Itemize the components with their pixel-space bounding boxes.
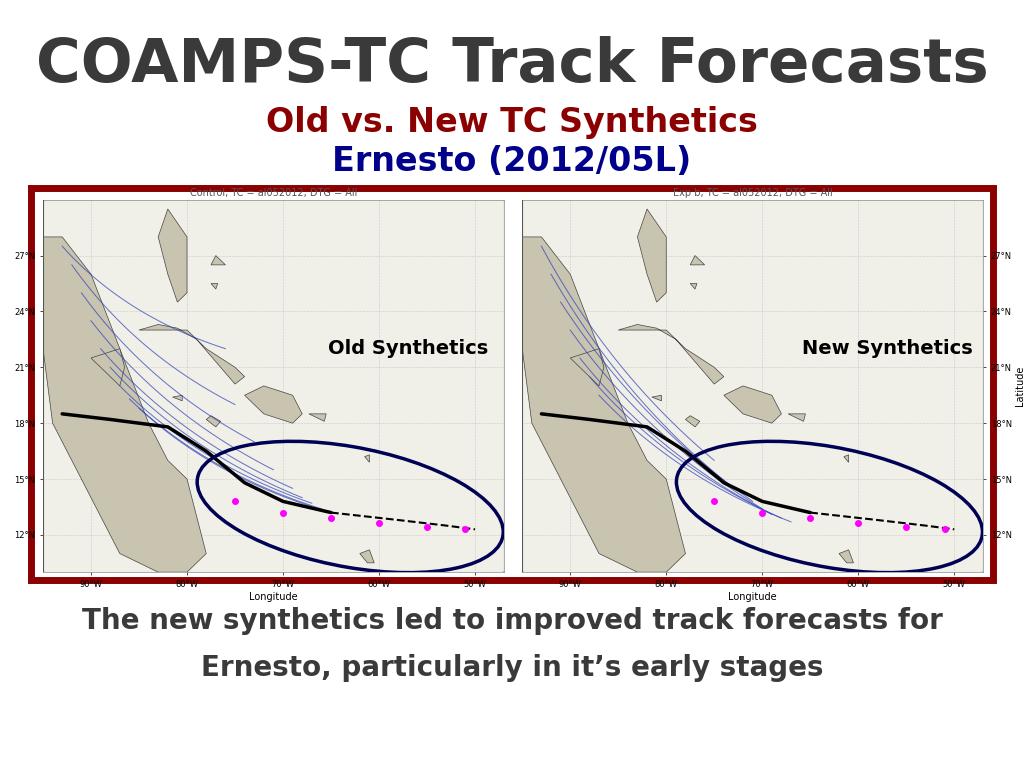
Y-axis label: Latitude: Latitude	[1015, 366, 1024, 406]
Text: Old Synthetics: Old Synthetics	[328, 339, 487, 358]
Polygon shape	[43, 237, 206, 572]
Polygon shape	[211, 256, 225, 265]
Polygon shape	[211, 283, 218, 289]
Title: Control, TC = al052012, DTG = All: Control, TC = al052012, DTG = All	[189, 187, 357, 197]
Polygon shape	[570, 349, 604, 386]
Title: Exp b, TC = al052012, DTG = All: Exp b, TC = al052012, DTG = All	[673, 187, 833, 197]
Polygon shape	[788, 414, 806, 422]
Polygon shape	[365, 455, 370, 462]
X-axis label: Longitude: Longitude	[249, 591, 298, 601]
Polygon shape	[690, 256, 705, 265]
Polygon shape	[690, 283, 697, 289]
Text: Old vs. New TC Synthetics: Old vs. New TC Synthetics	[266, 107, 758, 139]
Polygon shape	[522, 237, 685, 572]
FancyBboxPatch shape	[31, 188, 993, 580]
Polygon shape	[159, 209, 187, 302]
Polygon shape	[173, 396, 182, 401]
Polygon shape	[309, 414, 327, 422]
Polygon shape	[139, 324, 245, 384]
Text: The new synthetics led to improved track forecasts for: The new synthetics led to improved track…	[82, 607, 942, 634]
X-axis label: Longitude: Longitude	[728, 591, 777, 601]
Text: Ernesto (2012/05L): Ernesto (2012/05L)	[333, 145, 691, 177]
Polygon shape	[844, 455, 849, 462]
Polygon shape	[637, 209, 667, 302]
Polygon shape	[724, 386, 781, 423]
Polygon shape	[618, 324, 724, 384]
Text: COAMPS-TC Track Forecasts: COAMPS-TC Track Forecasts	[36, 36, 988, 94]
Text: New Synthetics: New Synthetics	[802, 339, 973, 358]
Polygon shape	[206, 415, 220, 427]
Polygon shape	[245, 386, 302, 423]
Polygon shape	[359, 550, 374, 563]
Polygon shape	[91, 349, 125, 386]
Polygon shape	[685, 415, 699, 427]
Polygon shape	[839, 550, 853, 563]
Text: Ernesto, particularly in it’s early stages: Ernesto, particularly in it’s early stag…	[201, 654, 823, 682]
Polygon shape	[652, 396, 662, 401]
